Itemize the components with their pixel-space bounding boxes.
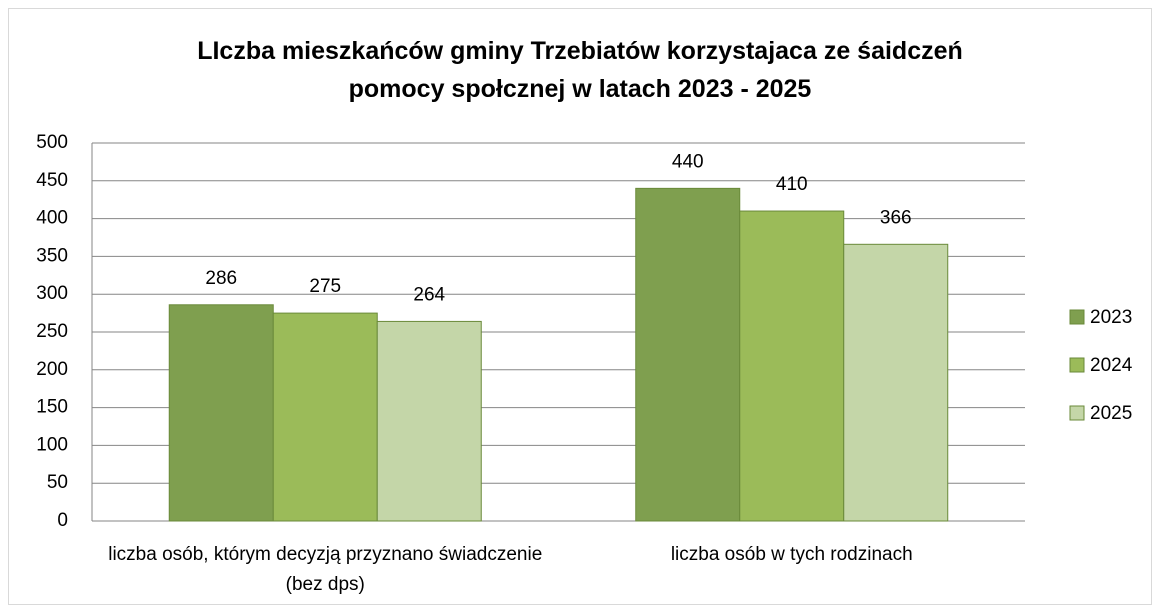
bar [739,210,845,522]
bar [635,187,741,522]
y-tick-label: 0 [57,510,68,531]
legend-swatch [1069,405,1085,421]
legend-swatch [1069,309,1085,325]
y-tick-label: 400 [36,208,68,229]
x-tick-label: liczba osób, którym decyzją przyznano św… [108,544,543,595]
bar [376,320,482,522]
y-tick-label: 200 [36,359,68,380]
bar [843,243,949,522]
y-tick-label: 350 [36,245,68,266]
y-tick-label: 100 [36,434,68,455]
legend-label: 2025 [1090,403,1132,424]
legend-label: 2023 [1090,307,1132,328]
bar [272,312,378,522]
y-tick-label: 300 [36,283,68,304]
data-label: 286 [205,268,237,289]
data-label: 440 [672,151,704,172]
data-label: 264 [413,284,445,305]
y-tick-label: 450 [36,170,68,191]
data-label: 410 [776,174,808,195]
chart-title: LIczba mieszkańców gminy Trzebiatów korz… [197,37,963,103]
data-label: 366 [880,207,912,228]
y-tick-label: 150 [36,397,68,418]
data-label: 275 [309,276,341,297]
bar [168,304,274,522]
legend-swatch [1069,357,1085,373]
y-tick-label: 50 [47,472,68,493]
x-tick-label: liczba osób w tych rodzinach [670,544,913,565]
y-tick-label: 250 [36,321,68,342]
y-tick-label: 500 [36,132,68,153]
legend-label: 2024 [1090,355,1133,376]
